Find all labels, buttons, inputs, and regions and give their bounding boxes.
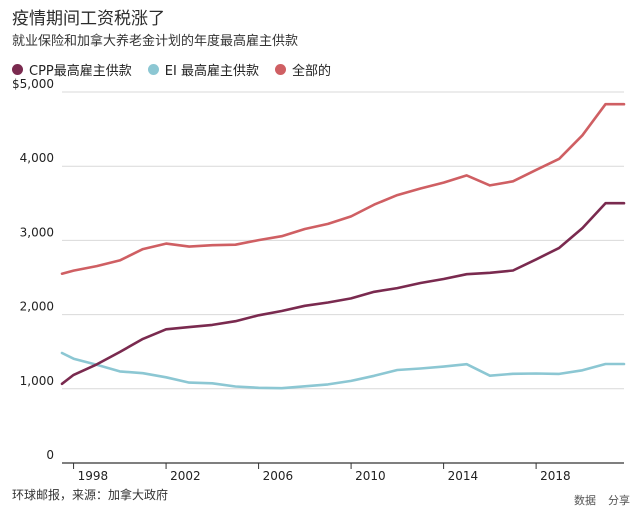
x-tick-label: 2006 — [263, 469, 294, 483]
series-line-total — [60, 102, 626, 276]
footer-links: 数据 分享 — [574, 492, 630, 508]
legend-label-cpp: CPP最高雇主供款 — [29, 64, 132, 79]
x-tick-label: 1998 — [78, 469, 109, 483]
legend-dot-total — [274, 64, 286, 75]
legend-dot-ei — [147, 64, 159, 75]
chart-title: 疫情期间工资税涨了 — [12, 9, 165, 29]
share-link[interactable]: 分享 — [608, 494, 630, 507]
x-tick-label: 2018 — [540, 469, 571, 483]
grid-layer — [62, 91, 624, 464]
legend-label-ei: EI 最高雇主供款 — [164, 64, 259, 79]
y-tick-label: $5,000 — [12, 77, 54, 91]
legend-item-total: 全部的 — [274, 60, 331, 79]
x-tick-label: 2002 — [170, 469, 201, 483]
legend-label-total: 全部的 — [291, 64, 331, 79]
y-tick-label: 1,000 — [20, 374, 54, 388]
data-link[interactable]: 数据 — [574, 494, 596, 507]
y-tick-label: 2,000 — [20, 300, 54, 314]
x-tick-label: 2014 — [448, 469, 479, 483]
y-tick-label: 0 — [46, 448, 54, 462]
legend-item-ei: EI 最高雇主供款 — [147, 60, 259, 79]
legend-item-cpp: CPP最高雇主供款 — [12, 60, 132, 79]
source-note: 环球邮报，来源：加拿大政府 — [12, 488, 169, 502]
legend-dot-cpp — [12, 64, 23, 75]
series-line-cpp — [60, 201, 626, 386]
y-tick-label: 4,000 — [20, 151, 54, 165]
x-tick-label: 2010 — [355, 469, 386, 483]
tick-layer: 0 1,000 2,000 3,000 4,000 $5,000 1998 2002 2006 2… — [12, 77, 571, 483]
series-layer — [60, 102, 626, 390]
chart-subtitle: 就业保险和加拿大养老金计划的年度最高雇主供款 — [12, 34, 299, 49]
y-tick-label: 3,000 — [20, 225, 54, 239]
legend: CPP最高雇主供款 EI 最高雇主供款 全部的 — [12, 60, 331, 79]
series-line-ei — [60, 351, 626, 390]
